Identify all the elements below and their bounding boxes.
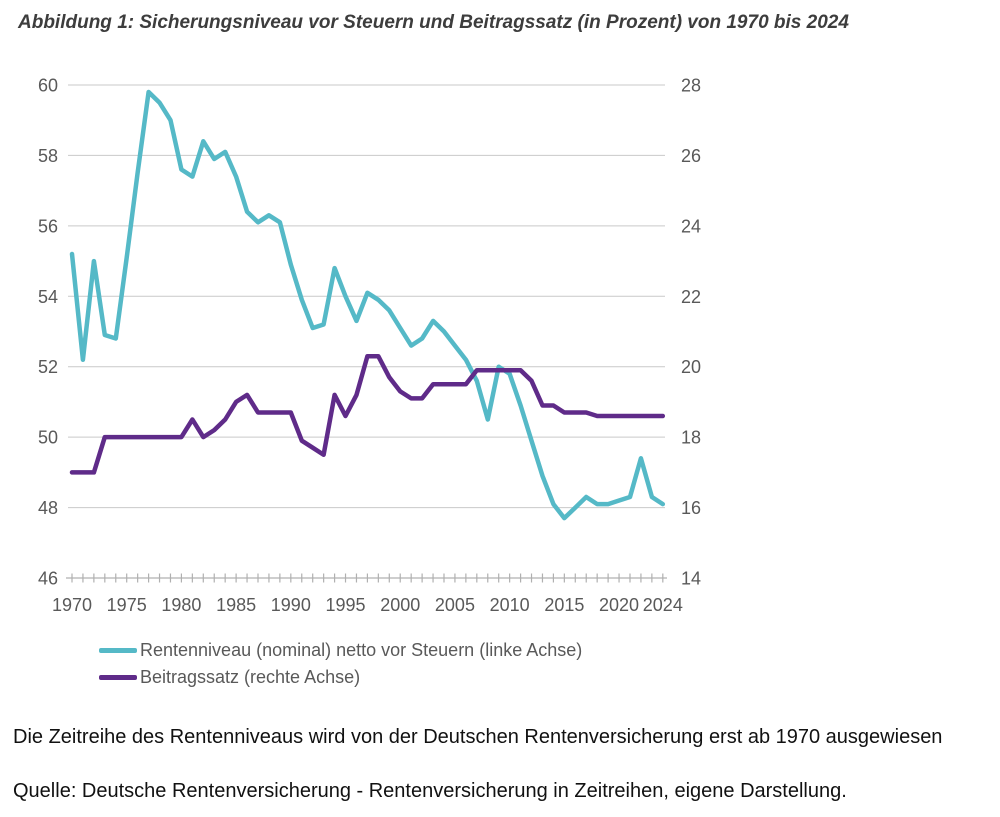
- x-label-2005: 2005: [435, 595, 475, 615]
- y-right-label-24: 24: [681, 216, 701, 236]
- y-right-label-14: 14: [681, 569, 701, 589]
- y-right-label-26: 26: [681, 146, 701, 166]
- y-left-label-60: 60: [38, 76, 58, 96]
- legend-item-beitragssatz: Beitragssatz (rechte Achse): [99, 664, 582, 691]
- y-left-label-46: 46: [38, 569, 58, 589]
- legend-item-rentenniveau: Rentenniveau (nominal) netto vor Steuern…: [99, 637, 582, 664]
- y-right-label-22: 22: [681, 287, 701, 307]
- beitragssatz-line-swatch: [99, 675, 137, 680]
- x-label-2024: 2024: [643, 595, 683, 615]
- series-line-rentenniveau: [69, 89, 666, 521]
- source-text: Quelle: Deutsche Rentenversicherung - Re…: [13, 780, 847, 802]
- y-left-label-54: 54: [38, 287, 58, 307]
- series-line-beitragssatz: [69, 353, 666, 475]
- x-label-1995: 1995: [326, 595, 366, 615]
- figure-title: Abbildung 1: Sicherungsniveau vor Steuer…: [18, 12, 849, 33]
- legend-label-rentenniveau: Rentenniveau (nominal) netto vor Steuern…: [140, 640, 583, 660]
- y-left-label-50: 50: [38, 428, 58, 448]
- y-left-label-56: 56: [38, 216, 58, 236]
- x-label-1985: 1985: [216, 595, 256, 615]
- line-chart: 60 58 56 54 52 50 48 46 28 26 24 22 20 18 16 14 1970 1975…: [38, 76, 701, 615]
- x-label-2010: 2010: [490, 595, 530, 615]
- y-left-label-52: 52: [38, 357, 58, 377]
- x-label-1990: 1990: [271, 595, 311, 615]
- legend-label-beitragssatz: Beitragssatz (rechte Achse): [140, 667, 361, 687]
- y-right-label-20: 20: [681, 357, 701, 377]
- x-label-2015: 2015: [544, 595, 584, 615]
- x-label-1975: 1975: [107, 595, 147, 615]
- chart-legend: Rentenniveau (nominal) netto vor Steuern…: [99, 637, 582, 691]
- y-right-label-18: 18: [681, 428, 701, 448]
- y-left-label-48: 48: [38, 498, 58, 518]
- y-left-label-58: 58: [38, 146, 58, 166]
- y-right-label-16: 16: [681, 498, 701, 518]
- x-label-1980: 1980: [161, 595, 201, 615]
- x-label-2000: 2000: [380, 595, 420, 615]
- x-label-2020: 2020: [599, 595, 639, 615]
- note-text: Die Zeitreihe des Rentenniveaus wird von…: [13, 726, 943, 748]
- rentenniveau-line-swatch: [99, 648, 137, 653]
- y-right-label-28: 28: [681, 76, 701, 96]
- x-label-1970: 1970: [52, 595, 92, 615]
